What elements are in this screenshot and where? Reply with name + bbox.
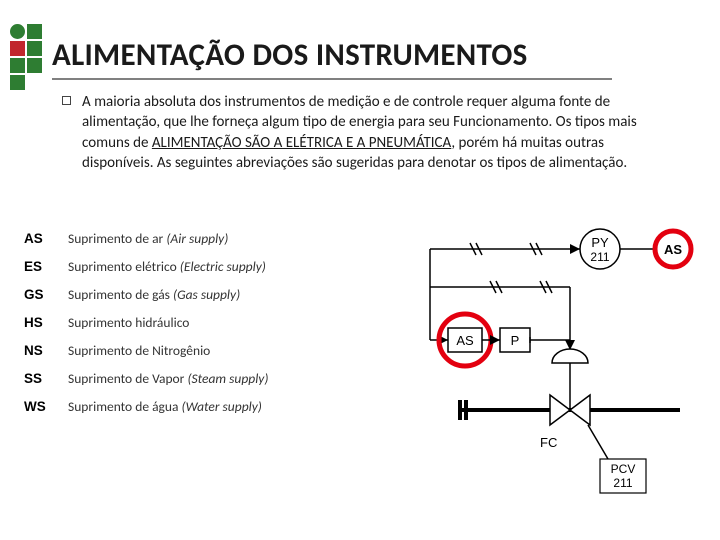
table-row: ESSuprimento elétrico (Electric supply)	[24, 258, 268, 275]
title-underline	[52, 78, 612, 80]
table-row: ASSuprimento de ar (Air supply)	[24, 230, 268, 247]
pcv-label: PCV	[611, 462, 636, 476]
as-label: AS	[664, 242, 682, 257]
supply-abbreviation-table: ASSuprimento de ar (Air supply) ESSuprim…	[24, 230, 268, 426]
table-row: HSSuprimento hidráulico	[24, 314, 268, 331]
instrumentation-diagram: PY 211 AS AS P FC	[370, 225, 710, 505]
py-number: 211	[590, 250, 609, 264]
fc-label: FC	[540, 435, 557, 450]
py-label: PY	[591, 235, 609, 250]
paragraph-emph: ALIMENTAÇÃO SÃO A ELÉTRICA E A PNEUMÁTIC…	[152, 134, 451, 152]
institution-logo	[10, 24, 44, 84]
valve-actuator	[552, 349, 588, 363]
as-box-label: AS	[456, 333, 474, 348]
control-valve	[550, 390, 590, 425]
table-row: NSSuprimento de Nitrogênio	[24, 342, 268, 359]
table-row: GSSuprimento de gás (Gas supply)	[24, 286, 268, 303]
table-row: WSSuprimento de água (Water supply)	[24, 398, 268, 415]
pcv-number: 211	[613, 476, 632, 490]
table-row: SSSuprimento de Vapor (Steam supply)	[24, 370, 268, 387]
bullet-marker	[62, 96, 71, 105]
p-label: P	[511, 333, 520, 348]
slide-title: ALIMENTAÇÃO DOS INSTRUMENTOS	[52, 36, 528, 74]
body-paragraph: A maioria absoluta dos instrumentos de m…	[82, 92, 672, 173]
